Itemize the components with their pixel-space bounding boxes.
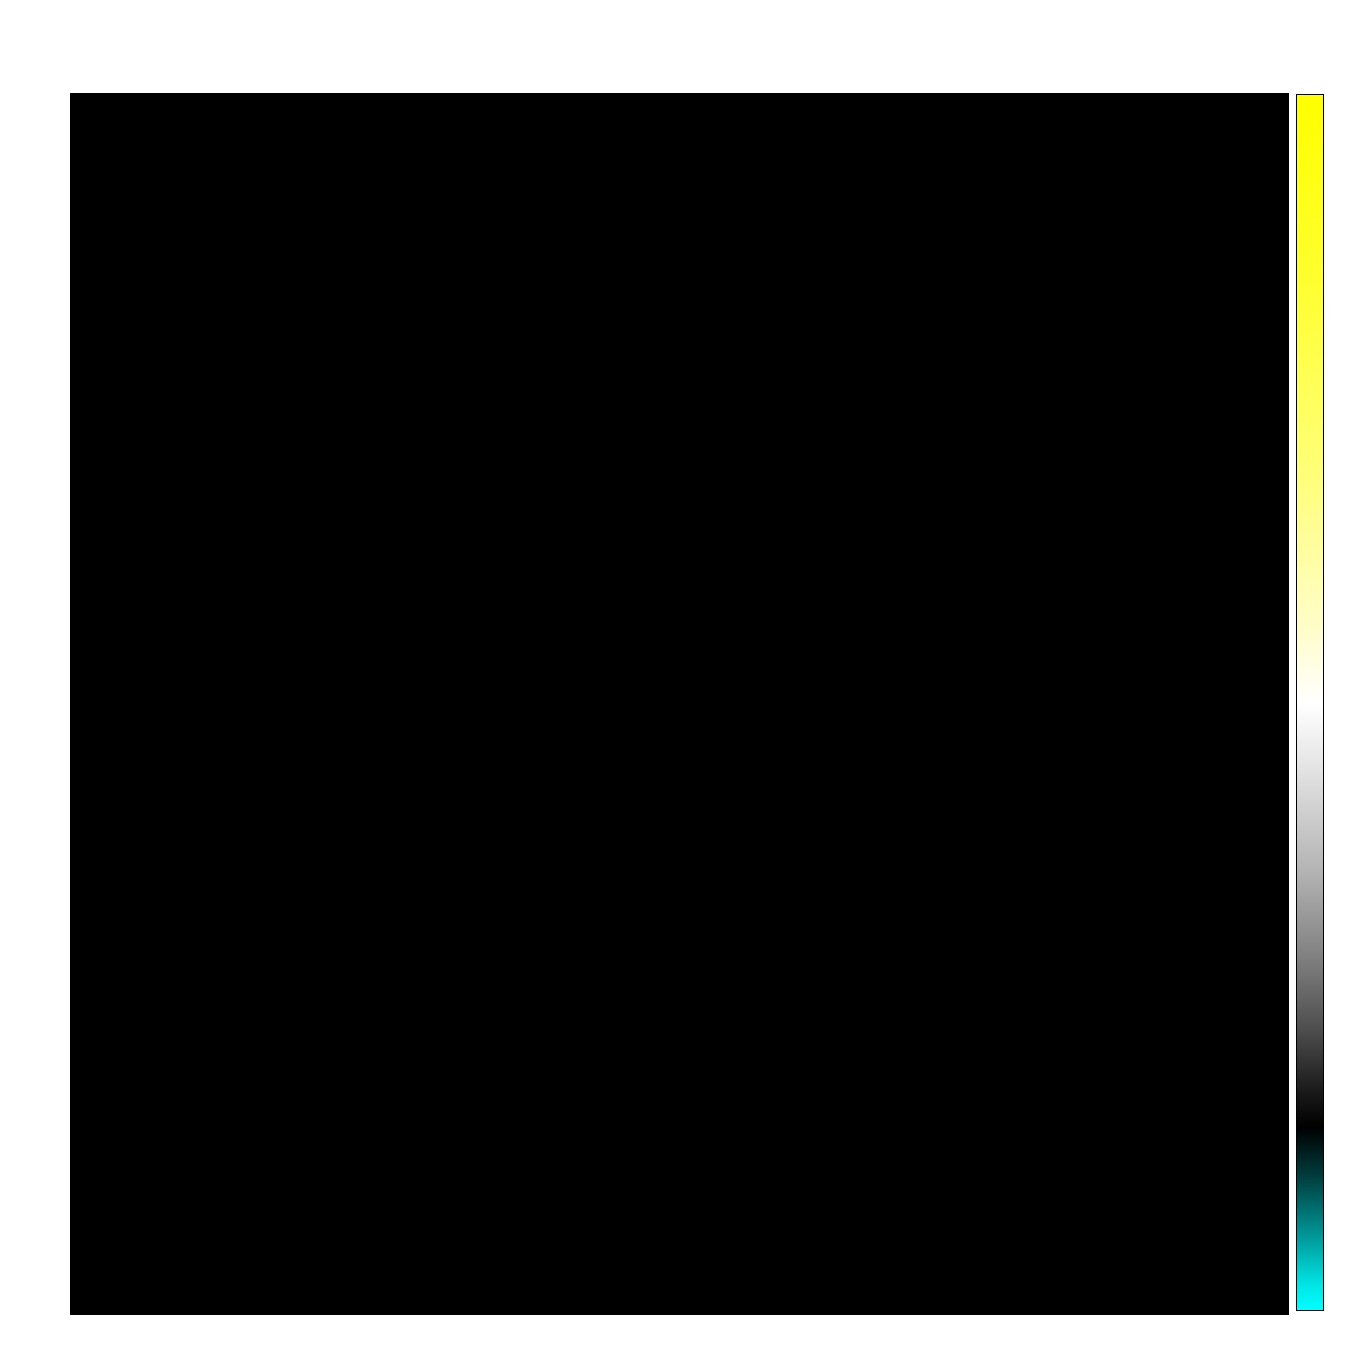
- colorbar: [1296, 94, 1324, 1311]
- satellite-image-canvas: [72, 95, 372, 245]
- map-panel: [70, 93, 1289, 1315]
